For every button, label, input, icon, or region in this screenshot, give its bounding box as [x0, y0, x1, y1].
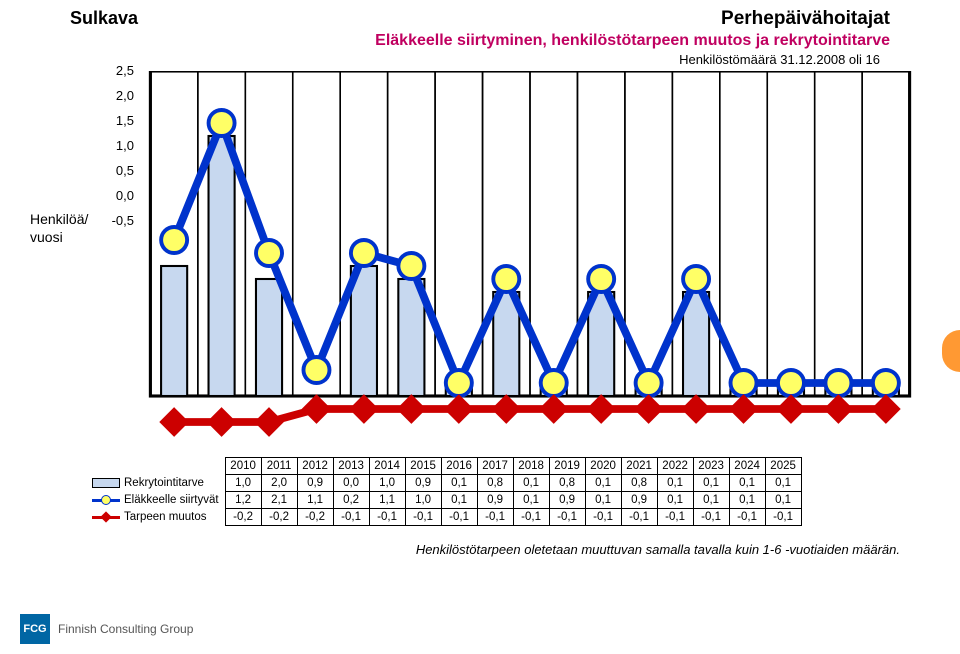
data-cell: 1,0	[225, 475, 261, 492]
data-cell: 0,9	[621, 492, 657, 509]
data-cell: -0,1	[621, 509, 657, 526]
data-cell: -0,1	[765, 509, 801, 526]
chart-svg	[140, 71, 920, 461]
data-cell: 0,9	[549, 492, 585, 509]
data-cell: 0,1	[729, 492, 765, 509]
data-cell: -0,1	[585, 509, 621, 526]
y-axis-label-2: vuosi	[30, 229, 130, 245]
title-left: Sulkava	[70, 8, 138, 29]
data-cell: 0,1	[585, 492, 621, 509]
data-cell: -0,1	[693, 509, 729, 526]
data-cell: 0,1	[513, 475, 549, 492]
data-cell: 1,2	[225, 492, 261, 509]
data-cell: -0,1	[657, 509, 693, 526]
data-cell: 0,1	[441, 475, 477, 492]
data-cell: -0,1	[333, 509, 369, 526]
data-cell: 0,1	[657, 492, 693, 509]
sub2: Henkilöstömäärä 31.12.2008 oli 16	[375, 52, 880, 67]
data-cell: 1,1	[369, 492, 405, 509]
data-cell: -0,2	[225, 509, 261, 526]
y-tick: 2,0	[98, 88, 134, 103]
data-cell: 0,8	[621, 475, 657, 492]
accent-sliver	[942, 330, 960, 372]
y-tick: 0,0	[98, 188, 134, 203]
title-main: Perhepäivähoitajat	[375, 8, 890, 30]
data-cell: -0,1	[441, 509, 477, 526]
data-cell: 0,8	[477, 475, 513, 492]
data-cell: -0,1	[405, 509, 441, 526]
title-block: Perhepäivähoitajat Eläkkeelle siirtymine…	[375, 8, 890, 67]
y-tick: 1,5	[98, 113, 134, 128]
data-cell: 2,0	[261, 475, 297, 492]
subtitle: Eläkkeelle siirtyminen, henkilöstötarpee…	[375, 32, 890, 50]
data-cell: 0,9	[477, 492, 513, 509]
row-label: Tarpeen muutos	[88, 509, 225, 526]
chart-area: Henkilöä/ vuosi 2,52,01,51,00,50,0-0,5	[140, 71, 920, 451]
y-tick: 2,5	[98, 63, 134, 78]
data-cell: 0,2	[333, 492, 369, 509]
data-cell: 0,1	[765, 492, 801, 509]
y-tick: -0,5	[98, 213, 134, 228]
data-cell: 0,1	[765, 475, 801, 492]
data-cell: 0,1	[657, 475, 693, 492]
footnote: Henkilöstötarpeen oletetaan muuttuvan sa…	[0, 542, 900, 557]
data-cell: 1,1	[297, 492, 333, 509]
data-table: 2010201120122013201420152016201720182019…	[88, 457, 802, 526]
logo-text: Finnish Consulting Group	[58, 622, 193, 636]
data-cell: 2,1	[261, 492, 297, 509]
data-cell: -0,1	[729, 509, 765, 526]
data-cell: 0,9	[405, 475, 441, 492]
data-cell: -0,1	[513, 509, 549, 526]
y-tick: 1,0	[98, 138, 134, 153]
data-cell: 0,8	[549, 475, 585, 492]
data-cell: 0,1	[513, 492, 549, 509]
data-cell: 0,1	[441, 492, 477, 509]
row-label: Eläkkeelle siirtyvät	[88, 492, 225, 509]
logo-icon: FCG	[20, 614, 50, 644]
data-cell: 1,0	[369, 475, 405, 492]
data-cell: -0,1	[369, 509, 405, 526]
data-cell: 0,0	[333, 475, 369, 492]
data-cell: 0,1	[693, 475, 729, 492]
data-cell: 1,0	[405, 492, 441, 509]
data-cell: 0,1	[693, 492, 729, 509]
data-cell: 0,1	[729, 475, 765, 492]
data-cell: 0,1	[585, 475, 621, 492]
logo: FCG Finnish Consulting Group	[20, 614, 193, 644]
data-cell: -0,1	[477, 509, 513, 526]
data-cell: 0,9	[297, 475, 333, 492]
row-label: Rekrytointitarve	[88, 475, 225, 492]
data-cell: -0,1	[549, 509, 585, 526]
y-tick: 0,5	[98, 163, 134, 178]
data-cell: -0,2	[297, 509, 333, 526]
data-cell: -0,2	[261, 509, 297, 526]
